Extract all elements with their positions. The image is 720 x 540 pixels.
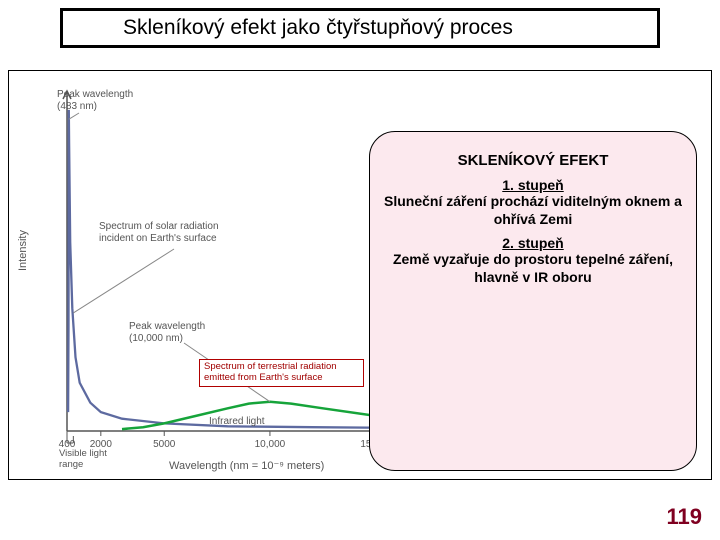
info-panel: SKLENÍKOVÝ EFEKT 1. stupeň Sluneční záře… [369,131,697,471]
title-box: Skleníkový efekt jako čtyřstupňový proce… [60,8,660,48]
visible-range-label: Visible lightrange [59,449,107,471]
annot-peak-solar: Peak wavelength(483 nm) [57,89,133,112]
x-axis-label: Wavelength (nm = 10⁻⁹ meters) [169,459,324,472]
slide: Skleníkový efekt jako čtyřstupňový proce… [0,0,720,540]
svg-text:5000: 5000 [153,439,176,450]
annot-infrared: Infrared light [209,416,265,428]
info-heading: SKLENÍKOVÝ EFEKT [384,152,682,169]
step2-title: 2. stupeň [384,235,682,251]
annot-solar-incident: Spectrum of solar radiationincident on E… [99,221,219,244]
step2-body: Země vyzařuje do prostoru tepelné záření… [384,251,682,287]
step1-body: Sluneční záření prochází viditelným okne… [384,193,682,229]
annot-peak-ir: Peak wavelength(10,000 nm) [129,321,205,344]
y-axis-label: Intensity [17,230,29,271]
svg-text:10,000: 10,000 [255,439,286,450]
page-number: 119 [667,504,703,530]
callout-terrestrial: Spectrum of terrestrial radiationemitted… [199,359,364,387]
page-title: Skleníkový efekt jako čtyřstupňový proce… [123,16,513,40]
step1-title: 1. stupeň [384,177,682,193]
chart-container: 4002000500010,00015,00020,00025,000 Inte… [8,70,712,480]
